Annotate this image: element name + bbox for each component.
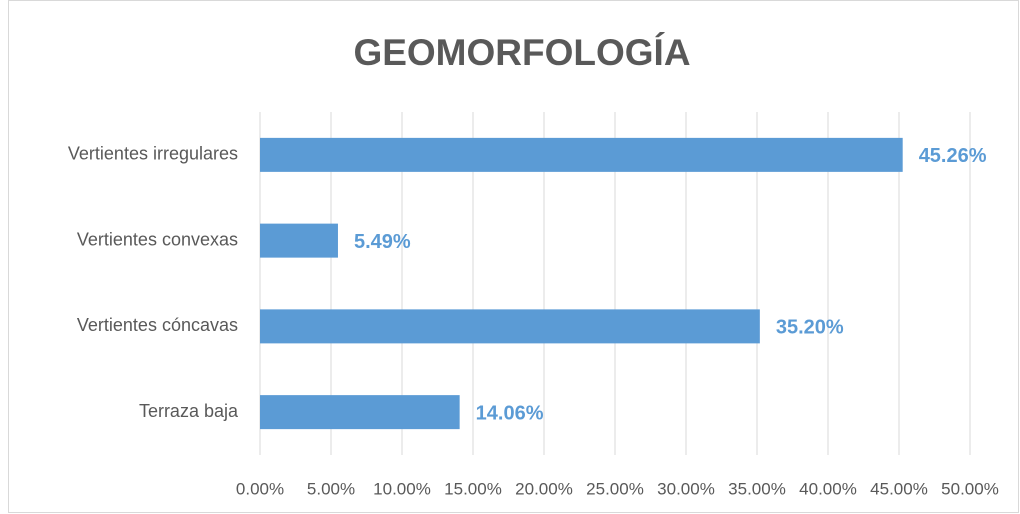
x-tick-label: 25.00% xyxy=(586,479,644,498)
x-tick-label: 40.00% xyxy=(799,479,857,498)
x-tick-label: 10.00% xyxy=(373,479,431,498)
bar xyxy=(260,309,760,344)
x-tick-label: 50.00% xyxy=(941,479,999,498)
chart-border xyxy=(8,0,1019,513)
value-label: 35.20% xyxy=(776,317,844,339)
x-tick-label: 45.00% xyxy=(870,479,928,498)
value-label: 5.49% xyxy=(354,231,411,253)
x-tick-label: 15.00% xyxy=(444,479,502,498)
value-label: 45.26% xyxy=(919,145,987,167)
x-tick-label: 0.00% xyxy=(236,479,284,498)
bar xyxy=(260,395,460,430)
chart-title: GEOMORFOLOGÍA xyxy=(353,32,690,73)
x-tick-label: 30.00% xyxy=(657,479,715,498)
bar xyxy=(260,137,903,172)
bar xyxy=(260,223,338,258)
y-tick-label: Vertientes cóncavas xyxy=(77,315,238,335)
y-tick-label: Vertientes irregulares xyxy=(68,144,238,164)
y-tick-label: Terraza baja xyxy=(139,401,239,421)
value-label: 14.06% xyxy=(476,402,544,424)
x-tick-label: 35.00% xyxy=(728,479,786,498)
x-tick-label: 5.00% xyxy=(307,479,355,498)
y-tick-label: Vertientes convexas xyxy=(77,229,238,249)
x-tick-label: 20.00% xyxy=(515,479,573,498)
